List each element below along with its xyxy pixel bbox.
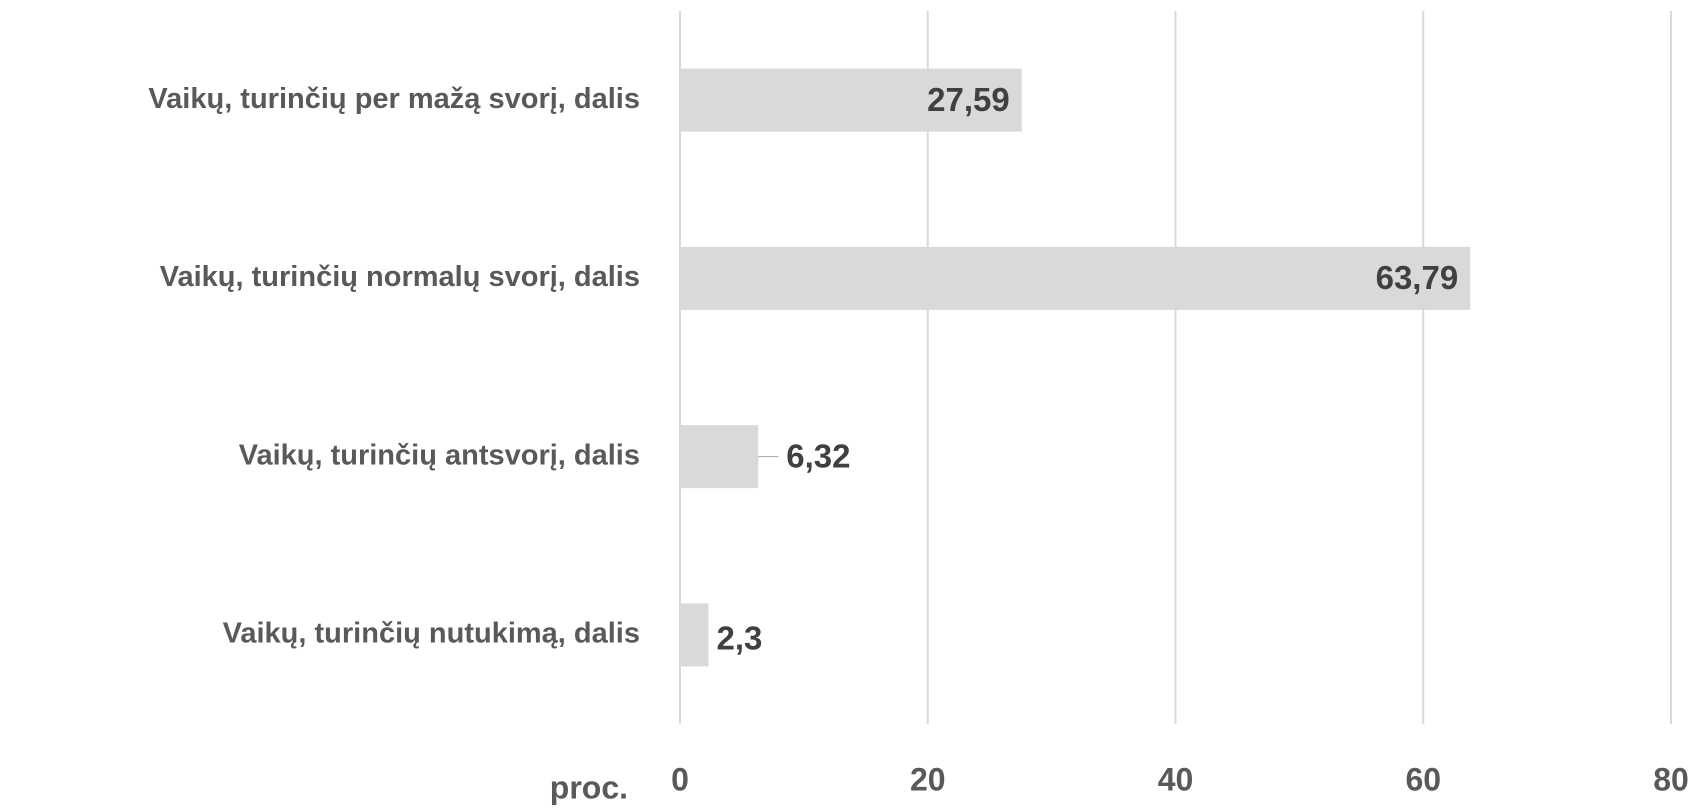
y-tick-label: Vaikų, turinčių per mažą svorį, dalis — [148, 83, 640, 115]
bar — [680, 603, 709, 667]
y-tick-label: Vaikų, turinčių antsvorį, dalis — [239, 439, 640, 471]
y-tick-label: Vaikų, turinčių normalų svorį, dalis — [160, 261, 640, 293]
data-label: 27,59 — [927, 81, 1010, 118]
data-label: 2,3 — [716, 620, 762, 657]
x-tick-label: 20 — [910, 761, 946, 797]
bar — [680, 246, 1471, 310]
data-label: 6,32 — [786, 437, 850, 474]
x-axis-label: proc. — [550, 769, 628, 805]
data-label: 63,79 — [1376, 259, 1459, 296]
x-tick-label: 40 — [1158, 761, 1194, 797]
x-tick-label: 80 — [1653, 761, 1689, 797]
y-tick-label: Vaikų, turinčių nutukimą, dalis — [223, 618, 640, 650]
bar — [680, 425, 759, 489]
x-tick-label: 60 — [1405, 761, 1441, 797]
bar — [680, 68, 1022, 132]
x-tick-label: 0 — [671, 761, 689, 797]
